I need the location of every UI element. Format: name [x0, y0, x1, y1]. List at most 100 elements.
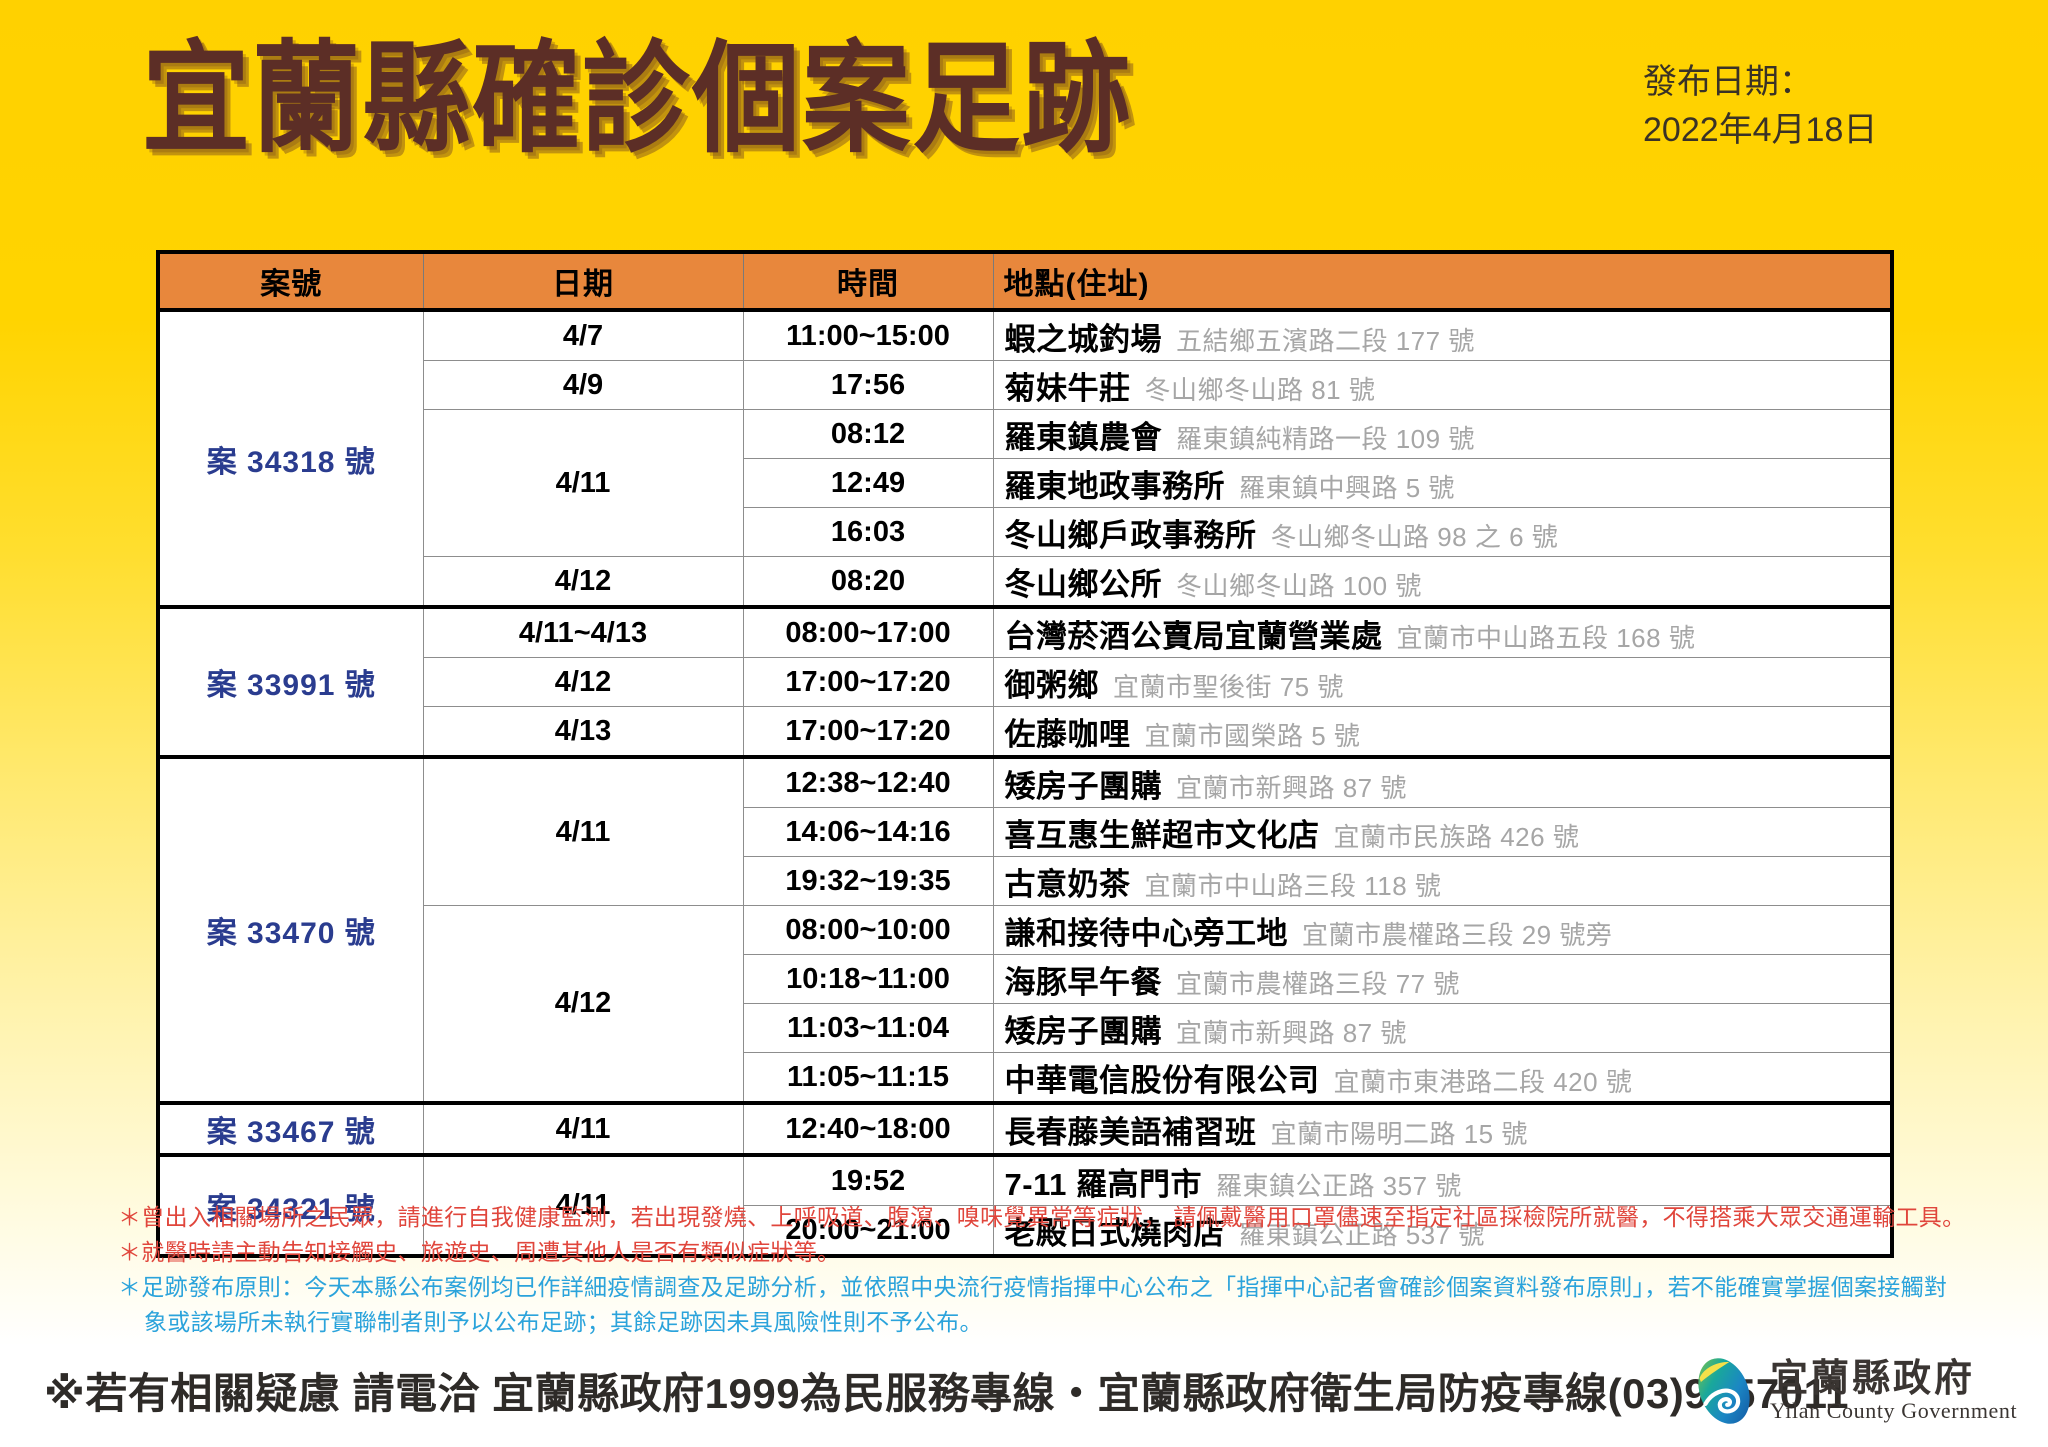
location-address: 宜蘭市民族路 426 號 — [1333, 821, 1580, 852]
time-cell: 20:00~21:00 — [742, 1205, 994, 1258]
time-cell: 11:00~15:00 — [742, 308, 994, 361]
date-cell: 4/12 — [422, 657, 744, 707]
case-number-cell: 案 33470 號 — [158, 755, 424, 1104]
location-address: 冬山鄉冬山路 100 號 — [1176, 570, 1422, 601]
table-header: 案號 日期 時間 地點(住址) — [157, 251, 1893, 312]
table-body: 案 34318 號 4/7 11:00~15:00 蝦之城釣場 五結鄉五濱路二段 177… — [158, 308, 1893, 1258]
time-cell: 12:40~18:00 — [742, 1101, 994, 1157]
date-cell: 4/12 — [422, 905, 744, 1104]
logo-text-block: 宜蘭縣政府 Yilan County Government — [1770, 1359, 2017, 1423]
location-address: 宜蘭市陽明二路 15 號 — [1270, 1118, 1528, 1149]
location-cell: 羅東鎮農會 羅東鎮純精路一段 109 號 — [992, 409, 1893, 459]
release-date-label: 發布日期： — [1643, 63, 1813, 101]
location-place-name: 蝦之城釣場 — [1004, 321, 1162, 357]
location-cell: 冬山鄉戶政事務所 冬山鄉冬山路 98 之 6 號 — [992, 507, 1893, 557]
location-cell: 矮房子團購 宜蘭市新興路 87 號 — [992, 755, 1893, 808]
location-address: 冬山鄉冬山路 98 之 6 號 — [1270, 521, 1559, 552]
column-header-date: 日期 — [422, 251, 744, 312]
location-place-name: 矮房子團購 — [1004, 1013, 1162, 1049]
case-number-cell: 案 34318 號 — [158, 308, 424, 608]
location-address: 羅東鎮純精路一段 109 號 — [1176, 423, 1475, 454]
location-address: 冬山鄉冬山路 81 號 — [1144, 374, 1376, 405]
date-cell: 4/11 — [422, 1153, 744, 1257]
release-date-block: 發布日期： 2022年4月18日 — [1643, 58, 1877, 155]
table-row: 11:05~11:15 中華電信股份有限公司 宜蘭市東港路二段 420 號 — [158, 1052, 1893, 1105]
location-address: 羅東鎮中興路 5 號 — [1239, 472, 1455, 503]
table-row: 4/12 08:00~10:00 謙和接待中心旁工地 宜蘭市農權路三段 29 號旁 — [158, 905, 1893, 1104]
location-place-name: 冬山鄉公所 — [1004, 566, 1162, 602]
release-date-value: 2022年4月18日 — [1643, 111, 1878, 150]
time-cell: 17:00~17:20 — [742, 706, 994, 759]
location-cell: 海豚早午餐 宜蘭市農權路三段 77 號 — [992, 954, 1893, 1004]
location-cell: 羅東地政事務所 羅東鎮中興路 5 號 — [992, 458, 1893, 508]
table-row: 19:32~19:35 古意奶茶 宜蘭市中山路三段 118 號 — [158, 856, 1893, 906]
case-number-cell: 案 34321 號 — [158, 1153, 424, 1257]
date-cell: 4/11 — [422, 409, 744, 557]
time-cell: 14:06~14:16 — [742, 807, 994, 857]
location-place-name: 喜互惠生鮮超市文化店 — [1004, 817, 1320, 853]
location-place-name: 海豚早午餐 — [1004, 964, 1162, 1000]
yilan-county-logo: 宜蘭縣政府 Yilan County Government — [1692, 1354, 2017, 1428]
location-cell: 蝦之城釣場 五結鄉五濱路二段 177 號 — [992, 308, 1893, 361]
time-cell: 19:52 — [742, 1153, 994, 1206]
time-cell: 08:12 — [742, 409, 994, 459]
location-place-name: 謙和接待中心旁工地 — [1004, 915, 1288, 951]
yilan-logo-icon — [1698, 1358, 1750, 1424]
poster-footer: ※若有相關疑慮 請電洽 宜蘭縣政府1999為民服務專線・宜蘭縣政府衛生局防疫專線… — [0, 1352, 2048, 1447]
location-place-name: 7-11 羅高門市 — [1004, 1166, 1202, 1202]
location-address: 宜蘭市中山路三段 118 號 — [1144, 870, 1442, 901]
table-row: 4/12 08:20 冬山鄉公所 冬山鄉冬山路 100 號 — [158, 556, 1893, 609]
location-place-name: 台灣菸酒公賣局宜蘭營業處 — [1004, 618, 1383, 654]
location-cell: 古意奶茶 宜蘭市中山路三段 118 號 — [992, 856, 1893, 906]
date-cell: 4/13 — [422, 706, 744, 759]
location-place-name: 古意奶茶 — [1004, 866, 1131, 902]
location-cell: 謙和接待中心旁工地 宜蘭市農權路三段 29 號旁 — [992, 905, 1893, 955]
location-address: 宜蘭市東港路二段 420 號 — [1333, 1066, 1633, 1097]
location-place-name: 冬山鄉戶政事務所 — [1004, 517, 1257, 553]
table-row: 16:03 冬山鄉戶政事務所 冬山鄉冬山路 98 之 6 號 — [158, 507, 1893, 557]
location-cell: 中華電信股份有限公司 宜蘭市東港路二段 420 號 — [992, 1052, 1893, 1105]
location-cell: 台灣菸酒公賣局宜蘭營業處 宜蘭市中山路五段 168 號 — [992, 605, 1893, 658]
column-header-location: 地點(住址) — [992, 251, 1893, 312]
table-row: 案 34321 號 4/11 19:52 7-11 羅高門市 羅東鎮公正路 357 號 — [158, 1153, 1893, 1257]
column-header-time: 時間 — [742, 251, 994, 312]
location-cell: 佐藤咖哩 宜蘭市國榮路 5 號 — [992, 706, 1893, 759]
date-cell: 4/11 — [422, 755, 744, 906]
table-row: 20:00~21:00 老殿日式燒肉店 羅東鎮公正路 537 號 — [158, 1205, 1893, 1258]
location-cell: 7-11 羅高門市 羅東鎮公正路 357 號 — [992, 1153, 1893, 1206]
table-header-row: 案號 日期 時間 地點(住址) — [157, 251, 1893, 312]
location-place-name: 佐藤咖哩 — [1004, 716, 1131, 752]
date-cell: 4/11~4/13 — [422, 605, 744, 658]
footprints-table: 案號 日期 時間 地點(住址) 案 34318 號 4/7 11:00~15:00 蝦… — [156, 250, 1894, 1258]
location-cell: 老殿日式燒肉店 羅東鎮公正路 537 號 — [992, 1205, 1893, 1258]
note-line: ＊曾出入相關場所之民眾，請進行自我健康監測，若出現發燒、上呼吸道、腹瀉、嗅味覺異… — [118, 1204, 1966, 1230]
date-cell: 4/12 — [422, 556, 744, 609]
case-number-cell: 案 33467 號 — [158, 1101, 424, 1157]
column-header-case-no: 案號 — [157, 251, 424, 312]
footprints-table-wrap: 案號 日期 時間 地點(住址) 案 34318 號 4/7 11:00~15:00 蝦… — [156, 250, 1894, 1258]
table-row: 4/9 17:56 菊妹牛莊 冬山鄉冬山路 81 號 — [158, 360, 1893, 410]
time-cell: 08:00~10:00 — [742, 905, 994, 955]
location-address: 宜蘭市新興路 87 號 — [1176, 1017, 1407, 1048]
table-row: 案 33991 號 4/11~4/13 08:00~17:00 台灣菸酒公賣局宜蘭營業… — [158, 605, 1893, 758]
location-address: 宜蘭市聖後街 75 號 — [1113, 671, 1344, 702]
time-cell: 16:03 — [742, 507, 994, 557]
time-cell: 19:32~19:35 — [742, 856, 994, 906]
hotline-text: ※若有相關疑慮 請電洽 宜蘭縣政府1999為民服務專線・宜蘭縣政府衛生局防疫專線… — [44, 1370, 1849, 1417]
time-cell: 12:38~12:40 — [742, 755, 994, 808]
poster-header: 宜蘭縣確診個案足跡 發布日期： 2022年4月18日 — [0, 0, 2048, 200]
table-row: 案 34318 號 4/7 11:00~15:00 蝦之城釣場 五結鄉五濱路二段 177… — [158, 308, 1893, 608]
location-address: 羅東鎮公正路 537 號 — [1239, 1219, 1485, 1250]
note-line: ＊就醫時請主動告知接觸史、旅遊史、周遭其他人是否有類似症狀等。 — [118, 1238, 841, 1265]
date-cell: 4/9 — [422, 360, 744, 410]
table-row: 12:49 羅東地政事務所 羅東鎮中興路 5 號 — [158, 458, 1893, 508]
location-address: 羅東鎮公正路 357 號 — [1215, 1170, 1462, 1201]
table-row: 4/13 17:00~17:20 佐藤咖哩 宜蘭市國榮路 5 號 — [158, 706, 1893, 759]
location-cell: 長春藤美語補習班 宜蘭市陽明二路 15 號 — [992, 1101, 1893, 1157]
location-place-name: 矮房子團購 — [1004, 768, 1162, 804]
location-cell: 冬山鄉公所 冬山鄉冬山路 100 號 — [992, 556, 1893, 609]
time-cell: 08:00~17:00 — [742, 605, 994, 658]
table-row: 4/12 17:00~17:20 御粥鄉 宜蘭市聖後街 75 號 — [158, 657, 1893, 707]
time-cell: 12:49 — [742, 458, 994, 508]
location-place-name: 羅東鎮農會 — [1004, 419, 1162, 455]
